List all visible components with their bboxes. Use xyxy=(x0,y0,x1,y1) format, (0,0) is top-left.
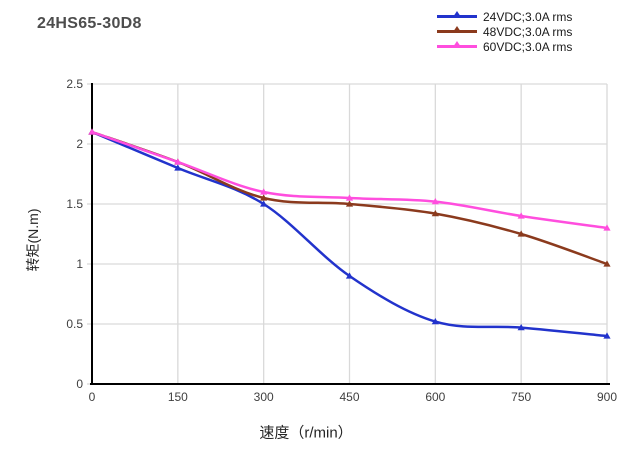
legend-line-marker-60vdc xyxy=(437,41,477,48)
legend-item-48vdc: 48VDC;3.0A rms xyxy=(437,24,572,39)
y-tick-label: 2.5 xyxy=(66,77,83,91)
data-point-marker xyxy=(345,194,354,201)
data-point-marker xyxy=(603,224,611,231)
y-tick-label: 1 xyxy=(76,257,83,271)
y-tick-label: 2 xyxy=(76,137,83,151)
data-point-marker xyxy=(260,188,268,195)
legend-item-24vdc: 24VDC;3.0A rms xyxy=(437,9,572,24)
x-tick-label: 0 xyxy=(89,390,96,404)
data-point-marker xyxy=(517,212,525,219)
y-tick-label: 0 xyxy=(76,377,83,391)
chart-legend: 24VDC;3.0A rms 48VDC;3.0A rms 60VDC;3.0A… xyxy=(437,9,572,54)
x-tick-label: 600 xyxy=(425,390,445,404)
data-point-marker xyxy=(260,194,268,201)
y-tick-label: 0.5 xyxy=(66,317,83,331)
data-point-marker xyxy=(260,200,268,207)
data-point-marker xyxy=(517,324,525,331)
x-tick-label: 150 xyxy=(168,390,188,404)
chart-title: 24HS65-30D8 xyxy=(37,15,142,32)
y-axis-label: 转矩(N.m) xyxy=(25,208,41,272)
data-point-marker xyxy=(174,164,182,171)
legend-line-marker-48vdc xyxy=(437,26,477,33)
x-tick-label: 900 xyxy=(597,390,617,404)
legend-line-marker-24vdc xyxy=(437,11,477,18)
data-point-marker xyxy=(431,210,439,217)
legend-label-60vdc: 60VDC;3.0A rms xyxy=(483,39,573,54)
y-tick-label: 1.5 xyxy=(66,197,83,211)
data-point-marker xyxy=(431,198,439,205)
data-point-marker xyxy=(345,200,354,207)
legend-label-24vdc: 24VDC;3.0A rms xyxy=(483,9,573,24)
data-point-marker xyxy=(603,332,611,339)
legend-item-60vdc: 60VDC;3.0A rms xyxy=(437,39,572,54)
data-point-marker xyxy=(345,272,354,279)
data-point-marker xyxy=(174,158,182,165)
data-point-marker xyxy=(431,318,439,325)
x-tick-label: 750 xyxy=(511,390,531,404)
legend-label-48vdc: 48VDC;3.0A rms xyxy=(483,24,573,39)
x-axis-label: 速度（r/min） xyxy=(259,424,353,442)
data-point-marker xyxy=(88,128,96,135)
data-point-marker xyxy=(603,260,611,267)
x-tick-label: 450 xyxy=(339,390,359,404)
data-point-marker xyxy=(517,230,525,237)
x-tick-label: 300 xyxy=(254,390,274,404)
